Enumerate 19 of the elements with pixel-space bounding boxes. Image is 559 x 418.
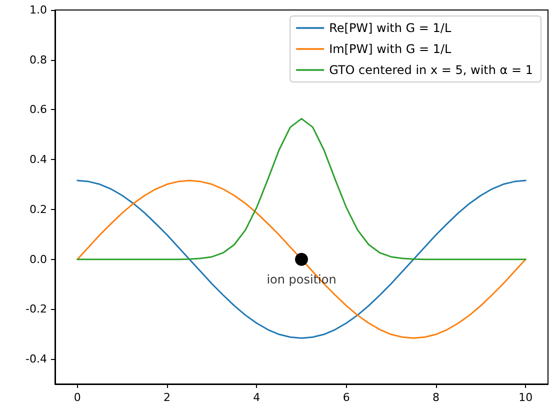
y-tick-label: 0.4 xyxy=(30,153,47,166)
y-tick-label: 0.2 xyxy=(30,202,47,216)
y-tick-label: 0.6 xyxy=(30,103,47,116)
y-tick-label: 0.0 xyxy=(30,252,47,266)
y-tick-label: -0.4 xyxy=(26,352,47,366)
legend-label: GTO centered in x = 5, with α = 1 xyxy=(329,63,534,77)
x-tick-label: 6 xyxy=(342,391,350,404)
y-tick-label: -0.2 xyxy=(26,302,47,316)
x-tick-label: 8 xyxy=(432,391,440,404)
y-tick-label: 0.8 xyxy=(30,53,47,66)
x-tick-label: 10 xyxy=(518,391,533,404)
line-series xyxy=(76,118,526,260)
x-tick-label: 2 xyxy=(164,391,171,404)
line-series xyxy=(76,180,526,339)
x-tick-label: 4 xyxy=(253,391,260,404)
x-tick-label: 0 xyxy=(74,391,81,404)
y-tick-label: 1.0 xyxy=(30,4,47,16)
legend-label: Im[PW] with G = 1/L xyxy=(329,42,452,56)
legend-label: Re[PW] with G = 1/L xyxy=(329,21,452,35)
